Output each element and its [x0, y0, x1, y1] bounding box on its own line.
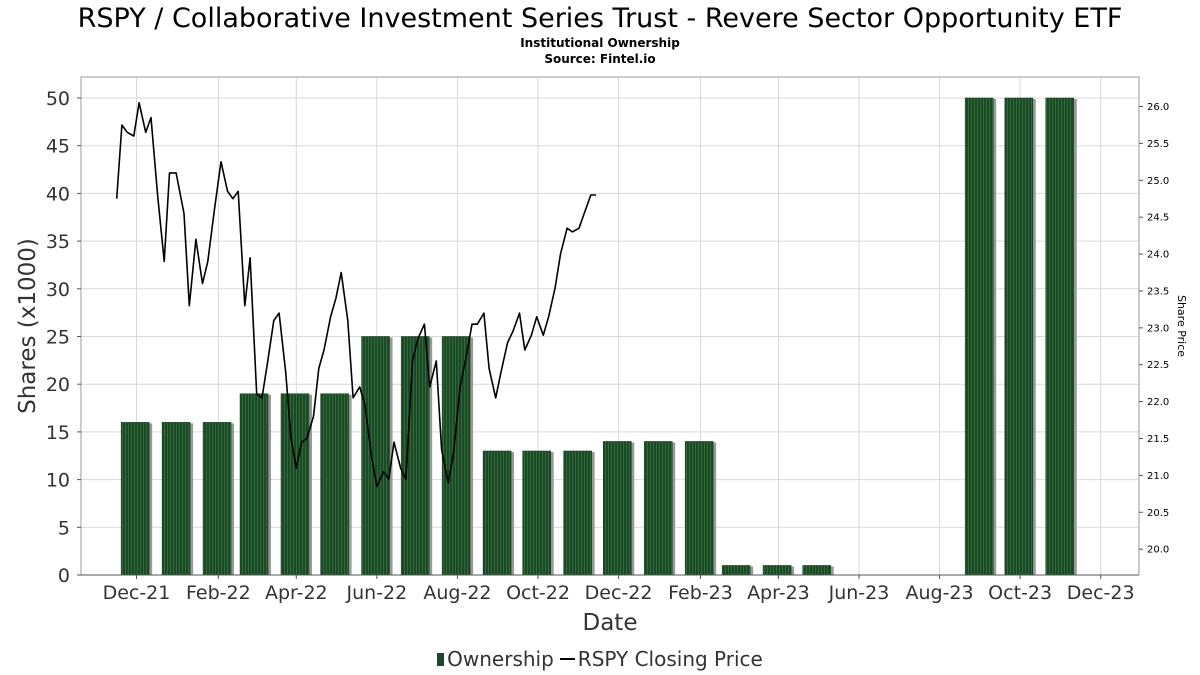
price-line — [115, 102, 597, 488]
ownership-bar — [721, 565, 754, 576]
bar-body — [280, 393, 310, 576]
bars-group — [120, 97, 1077, 576]
y-tick-label: 5 — [58, 517, 70, 539]
x-tick-label: Jun-22 — [346, 582, 408, 604]
bar-body — [361, 336, 390, 576]
chart-source: Source: Fintel.io — [544, 52, 656, 66]
legend: Ownership RSPY Closing Price — [0, 646, 1200, 672]
bar-body — [1045, 97, 1074, 576]
bar-body — [802, 565, 831, 576]
ownership-bar — [1004, 97, 1036, 576]
ownership-bar — [161, 422, 194, 576]
y-tick-label: 40 — [46, 183, 70, 205]
y2-tick-label: 22.5 — [1147, 360, 1169, 371]
y-tick-label: 50 — [46, 88, 70, 110]
x-tick-label: Oct-23 — [988, 582, 1052, 604]
y-tick-label: 20 — [46, 374, 70, 396]
y-tick-label: 0 — [58, 565, 70, 587]
ownership-bar — [361, 336, 393, 576]
bar-body — [239, 393, 269, 576]
ownership-bar — [522, 450, 554, 576]
legend-price-label: RSPY Closing Price — [577, 647, 763, 671]
bar-body — [964, 97, 994, 576]
x-tick-label: Apr-23 — [747, 582, 810, 604]
ownership-bar — [964, 97, 997, 576]
ownership-bar — [482, 450, 515, 576]
y-axis-title: Shares (x1000) — [15, 238, 41, 414]
legend-ownership-label: Ownership — [447, 647, 554, 671]
ownership-bar — [441, 336, 474, 576]
y2-tick-label: 21.5 — [1147, 434, 1169, 445]
ownership-bar — [684, 441, 717, 576]
bar-body — [721, 565, 751, 576]
ownership-bar — [202, 422, 235, 576]
bar-body — [762, 565, 792, 576]
y2-tick-label: 24.0 — [1147, 250, 1169, 261]
bar-body — [603, 441, 632, 576]
axis-labels: Date Shares (x1000) Share Price — [15, 238, 1188, 636]
ownership-bar — [802, 565, 834, 576]
ownership-bar — [1045, 97, 1077, 576]
ownership-bar — [280, 393, 312, 576]
x-axis-title: Date — [583, 610, 638, 636]
bar-body — [522, 450, 551, 576]
bar-body — [482, 450, 512, 576]
y-axis-right: 20.0 20.5 21.0 21.5 22.0 22.5 23.0 23.5 24.0 24.5… — [1139, 102, 1169, 556]
bar-body — [441, 336, 471, 576]
price-line-group — [115, 102, 597, 488]
y2-tick-label: 20.0 — [1147, 545, 1169, 556]
y2-axis-title: Share Price — [1175, 295, 1188, 357]
y-tick-label: 30 — [46, 279, 70, 301]
x-tick-label: Feb-23 — [668, 582, 733, 604]
x-tick-label: Feb-22 — [186, 582, 251, 604]
bar-body — [563, 450, 592, 576]
y2-tick-label: 26.0 — [1147, 102, 1169, 113]
y2-tick-label: 23.5 — [1147, 286, 1169, 297]
ownership-bar — [643, 441, 676, 576]
x-tick-label: Jun-23 — [828, 582, 890, 604]
bar-body — [684, 441, 714, 576]
ownership-bar — [320, 393, 352, 576]
chart-subtitle: Institutional Ownership — [520, 36, 680, 50]
bar-body — [161, 422, 191, 576]
chart-title: RSPY / Collaborative Investment Series T… — [77, 3, 1123, 34]
y-tick-label: 15 — [46, 422, 70, 444]
plot-frame — [80, 76, 1140, 576]
legend-price-swatch — [559, 658, 575, 660]
x-tick-label: Dec-23 — [1067, 582, 1135, 604]
x-tick-label: Apr-22 — [265, 582, 328, 604]
ownership-bar — [400, 336, 433, 576]
y2-tick-label: 22.0 — [1147, 397, 1169, 408]
bar-body — [1004, 97, 1034, 576]
x-tick-label: Aug-23 — [905, 582, 973, 604]
ownership-bar — [603, 441, 635, 576]
x-tick-label: Aug-22 — [423, 582, 491, 604]
y2-tick-label: 20.5 — [1147, 508, 1169, 519]
x-axis: Dec-21 Feb-22 Apr-22 Jun-22 Aug-22 Oct-22 Dec-… — [103, 575, 1135, 604]
y-tick-label: 35 — [46, 231, 70, 253]
y2-tick-label: 23.0 — [1147, 323, 1169, 334]
x-tick-label: Oct-22 — [506, 582, 570, 604]
y2-tick-label: 24.5 — [1147, 213, 1169, 224]
x-tick-label: Dec-21 — [103, 582, 171, 604]
y2-tick-label: 25.0 — [1147, 176, 1169, 187]
bar-body — [120, 422, 150, 576]
bar-body — [320, 393, 349, 576]
y-tick-label: 25 — [46, 326, 70, 348]
bar-body — [202, 422, 232, 576]
y-tick-label: 45 — [46, 136, 70, 158]
legend-ownership-swatch — [437, 652, 445, 666]
y2-tick-label: 21.0 — [1147, 471, 1169, 482]
ownership-bar — [239, 393, 272, 576]
y-axis-left: 0 5 10 15 20 25 30 35 40 45 50 — [46, 88, 81, 587]
bar-body — [643, 441, 673, 576]
ownership-bar — [762, 565, 795, 576]
y2-tick-label: 25.5 — [1147, 139, 1169, 150]
ownership-bar — [120, 422, 153, 576]
bar-body — [400, 336, 430, 576]
y-tick-label: 10 — [46, 470, 70, 492]
ownership-bar — [563, 450, 595, 576]
x-tick-label: Dec-22 — [585, 582, 653, 604]
